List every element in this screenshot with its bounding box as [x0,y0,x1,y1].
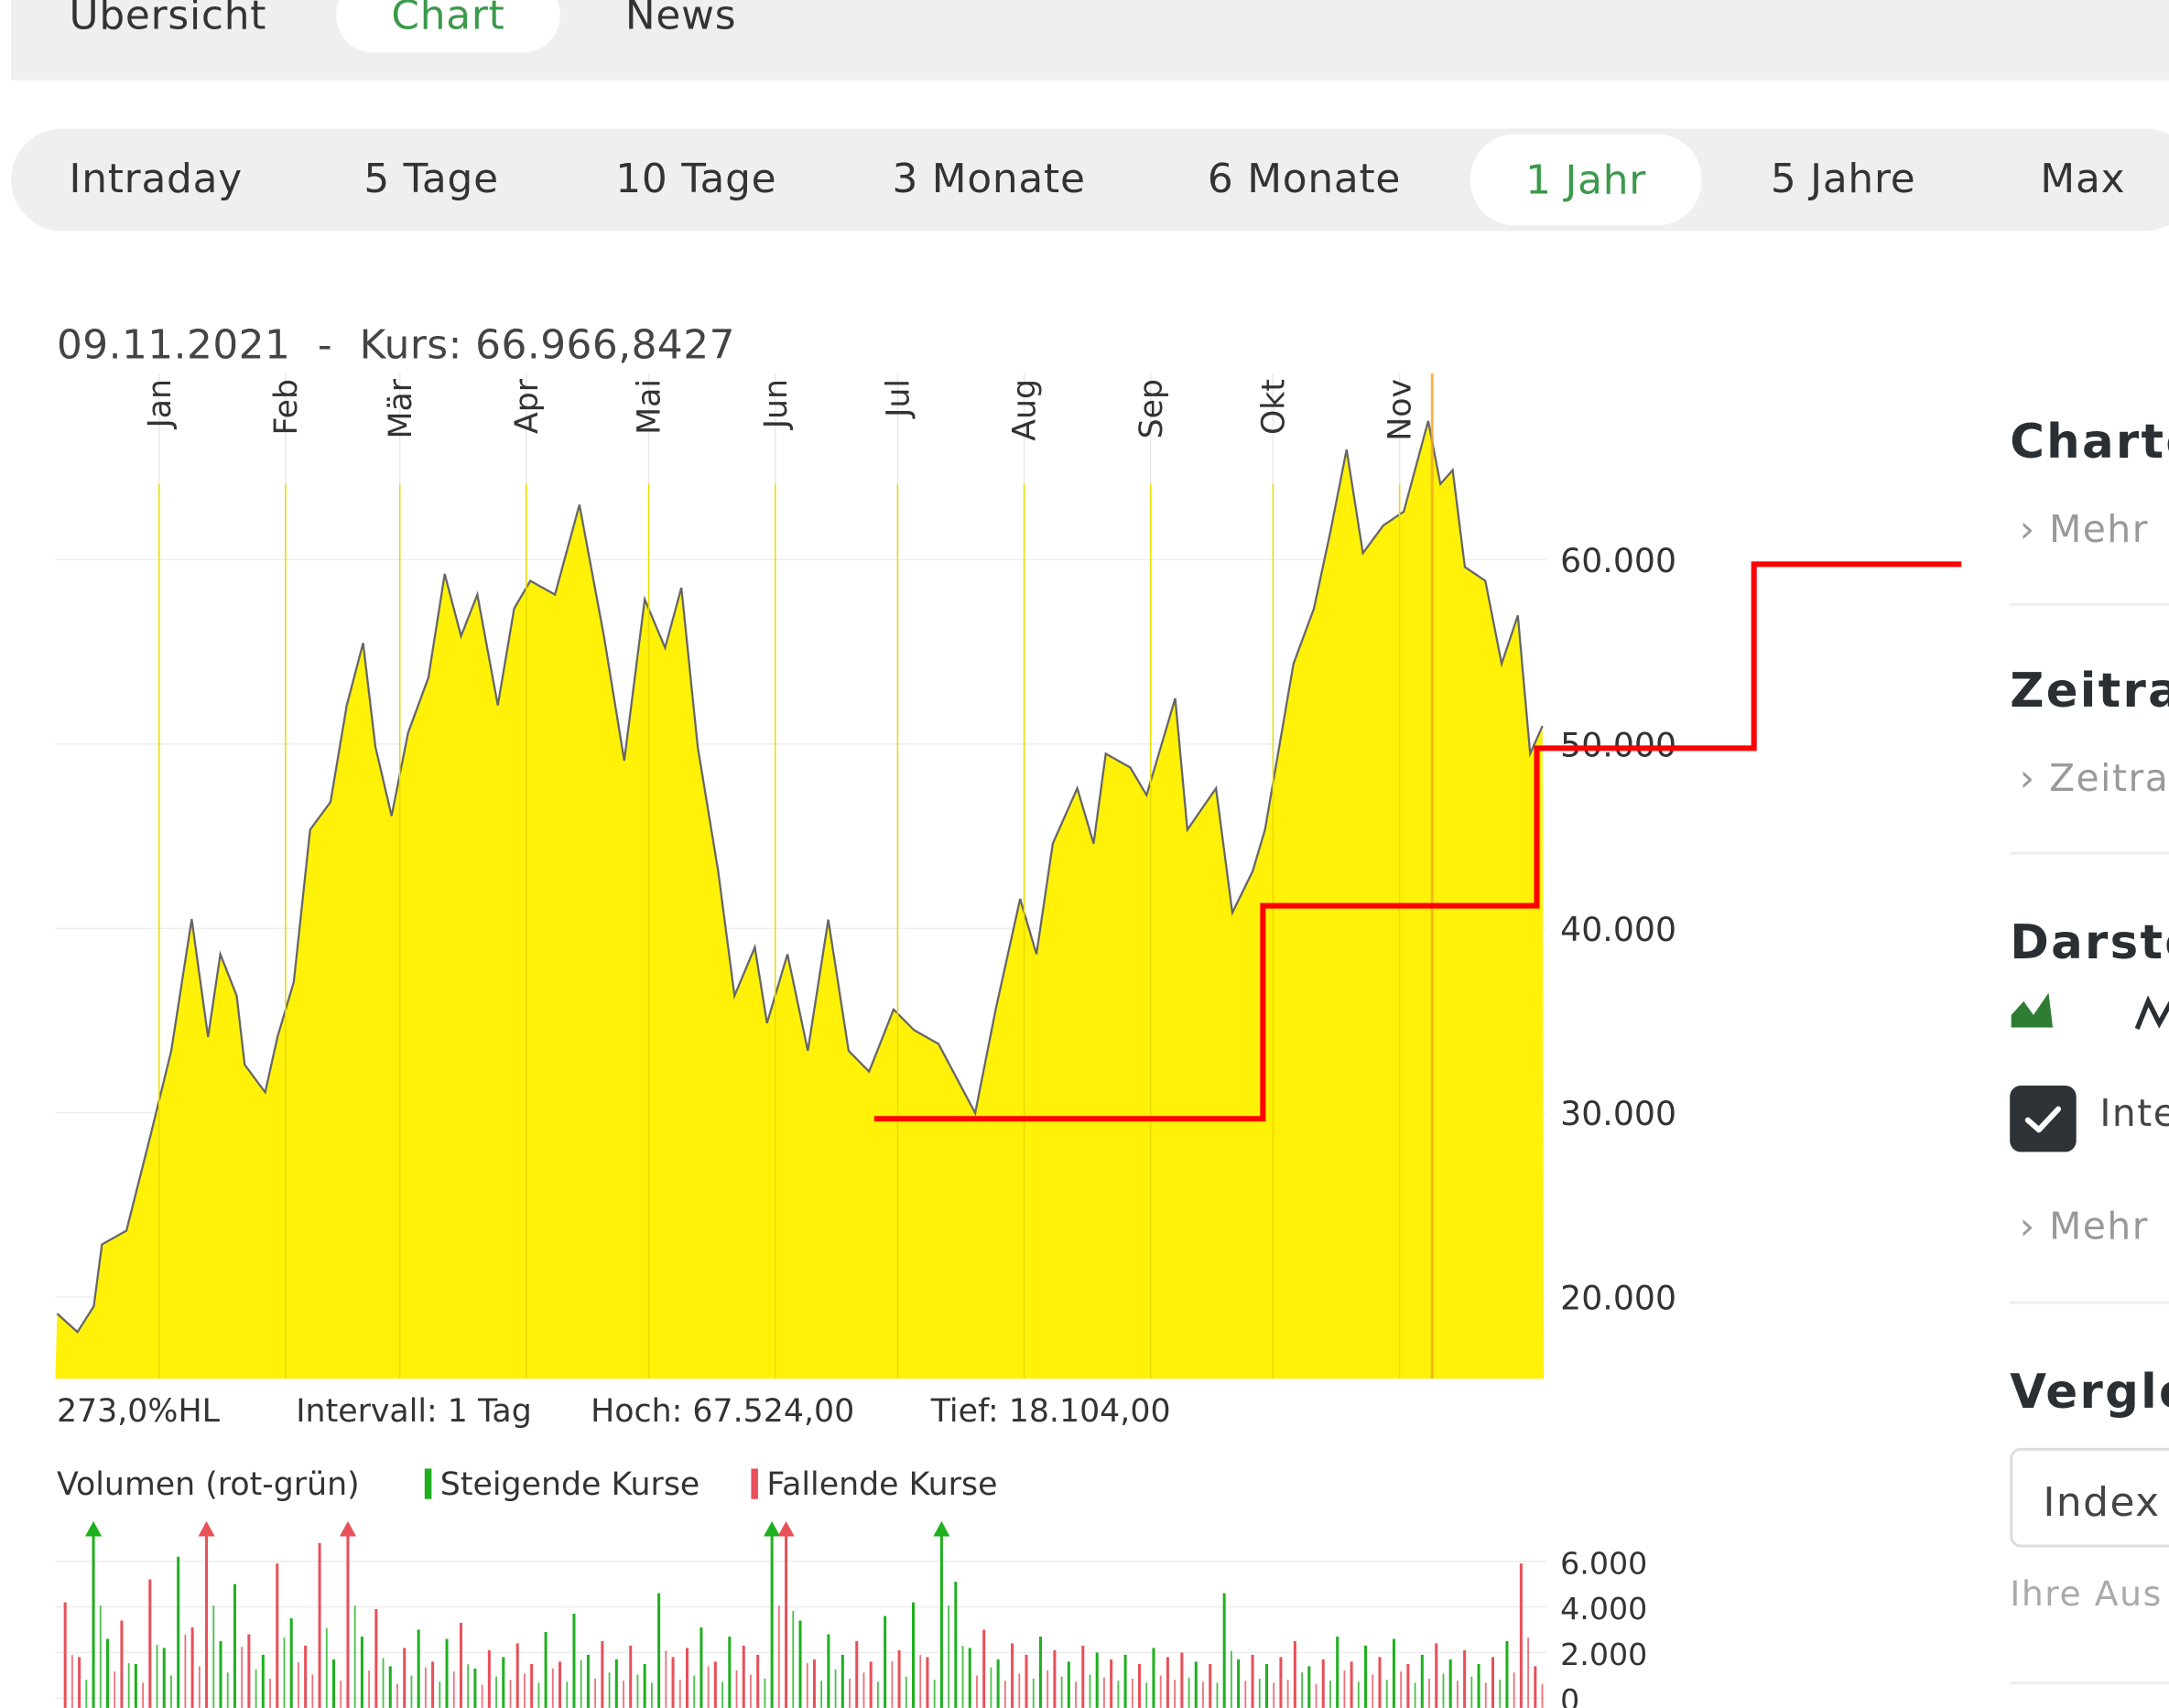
up-swatch [425,1468,432,1499]
chart-more-link[interactable]: › Mehr [2020,509,2149,552]
month-label: Aug [1007,379,1044,441]
month-label: Nov [1383,379,1419,441]
darstellung-title: Darste [2010,915,2169,971]
stat-tief: Tief: 18.104,00 [930,1393,1171,1431]
vergleich-input[interactable]: Index [2010,1447,2169,1548]
vergleich-input-value: Index [2043,1478,2161,1526]
price-area [55,420,1545,1379]
month-label: Jun [758,379,795,430]
chart-header: 09.11.2021 - Kurs: 66.966,8427 [57,321,735,368]
volume-chart[interactable]: 0 2.000 4.000 6.000 [0,1514,1798,1708]
range-3-monate[interactable]: 3 Monate [892,155,1086,202]
chevron-right-icon: › [2019,757,2050,801]
range-selector: Intraday 5 Tage 10 Tage 3 Monate 6 Monat… [11,128,2169,232]
chevron-right-icon: › [2019,508,2050,552]
price-line [56,420,1544,1334]
overflow-arrow-icon [764,1520,781,1537]
range-1-jahr[interactable]: 1 Jahr [1469,134,1702,226]
interval-checkbox[interactable] [2010,1085,2077,1152]
chart-more-label: Mehr [2049,508,2150,552]
divider [2010,851,2169,855]
month-label: Feb [268,379,305,436]
range-max[interactable]: Max [2040,155,2126,202]
vergleich-title: Vergle [2010,1365,2169,1421]
legend-up: Steigende Kurse [439,1466,700,1504]
volume-title: Volumen (rot-grün) [56,1466,360,1504]
stat-hl: 273,0%HL [56,1393,220,1431]
range-intraday[interactable]: Intraday [69,155,243,202]
y-tick-label: 40.000 [1560,910,1676,949]
header-date: 09.11.2021 [56,320,291,368]
divider [2010,1301,2169,1304]
y-tick-label: 20.000 [1560,1279,1676,1318]
volume-legend: Volumen (rot-grün) Steigende Kurse Falle… [57,1467,998,1503]
month-label: Jan [142,379,179,430]
month-label: Apr [509,378,546,434]
overflow-arrow-icon [84,1520,103,1537]
line-chart-icon[interactable] [2134,993,2169,1032]
zeitraum-link-label: Zeitra [2049,757,2169,801]
down-swatch [751,1468,759,1499]
range-10-tage[interactable]: 10 Tage [615,155,777,202]
overflow-arrow-icon [777,1520,795,1537]
tab-uebersicht[interactable]: Übersicht [69,0,267,39]
overflow-arrow-icon [198,1520,215,1537]
month-label: Okt [1256,379,1293,435]
legend-down: Fallende Kurse [766,1466,998,1504]
y-tick-label: 30.000 [1560,1094,1676,1133]
divider [2010,602,2169,606]
darstellung-more-label: Mehr [2049,1205,2150,1249]
header-kurs: Kurs: 66.966,8427 [359,320,735,368]
stat-hoch: Hoch: 67.524,00 [591,1393,855,1431]
zeitraum-title: Zeitrau [2010,664,2169,719]
zeitraum-link[interactable]: › Zeitra [2020,758,2169,801]
divider [2010,1681,2169,1685]
main-tab-bar: Übersicht Chart News [11,0,2169,81]
range-5-jahre[interactable]: 5 Jahre [1770,155,1916,202]
volume-tick-label: 4.000 [1560,1591,1647,1627]
volume-tick-label: 6.000 [1560,1545,1647,1581]
month-label: Mär [383,378,419,438]
checkbox-label: Inte [2099,1092,2169,1136]
range-6-monate[interactable]: 6 Monate [1207,155,1402,202]
check-icon [2024,1106,2062,1133]
y-tick-label: 50.000 [1560,725,1676,764]
y-tick-label: 60.000 [1560,541,1676,580]
stat-interval: Intervall: 1 Tag [296,1393,532,1431]
area-chart-icon[interactable] [2010,990,2056,1029]
overflow-arrow-icon [339,1520,357,1537]
vergleich-hint: Ihre Aus [2010,1573,2163,1615]
month-label: Sep [1133,379,1170,438]
header-separator: - [317,320,333,368]
overflow-arrow-icon [933,1520,950,1537]
annotation-step-line [873,561,1962,1122]
tab-news[interactable]: News [624,0,737,39]
month-label: Mai [632,379,668,435]
price-chart[interactable]: 20.000 30.000 40.000 50.000 60.000 Jan Feb Mär A… [0,360,2006,1390]
chevron-right-icon: › [2019,1205,2050,1249]
range-5-tage[interactable]: 5 Tage [363,155,499,202]
darstellung-more-link[interactable]: › Mehr [2020,1205,2149,1249]
chart-settings-title: Chartc [2010,415,2169,470]
month-label: Jul [881,379,917,419]
volume-tick-label: 2.000 [1560,1637,1647,1672]
volume-tick-label: 0 [1560,1682,1579,1708]
tab-chart[interactable]: Chart [336,0,560,53]
